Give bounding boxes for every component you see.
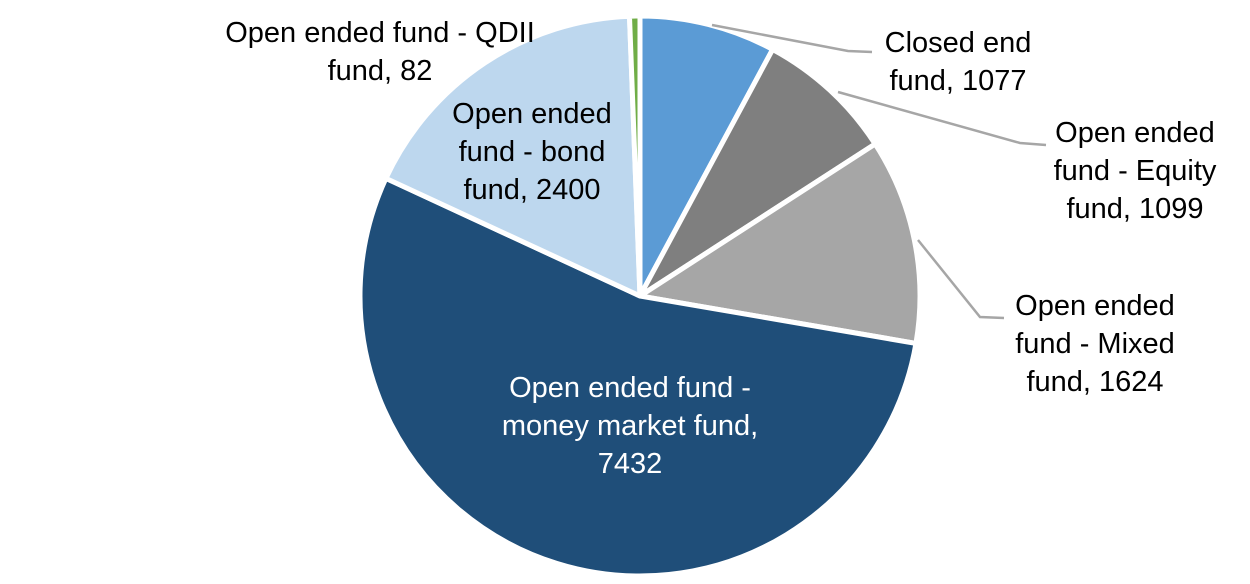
label-bond-fund: Open ended fund - bond fund, 2400 [452, 95, 612, 209]
pie-slice-open-ended-fund-mixed-fund [637, 141, 923, 346]
label-line: fund, 2400 [463, 174, 601, 206]
leader-line-closed-end-fund [711, 23, 873, 54]
label-equity-fund: Open ended fund - Equity fund, 1099 [1054, 114, 1217, 228]
label-line: fund - Mixed [1015, 328, 1175, 360]
label-line: Open ended [1015, 290, 1175, 322]
label-line: fund - bond [458, 136, 606, 168]
label-line: fund, 82 [327, 55, 433, 87]
pie-slice-open-ended-fund-money-market-fund [357, 175, 919, 579]
label-line: fund, 1099 [1066, 193, 1204, 225]
label-money-market-fund: Open ended fund - money market fund, 743… [502, 369, 758, 483]
leader-line-mixed-fund [917, 239, 1005, 320]
label-qdii-fund: Open ended fund - QDII fund, 82 [225, 14, 535, 90]
label-line: fund - Equity [1053, 155, 1217, 187]
label-line: Open ended fund - QDII [225, 17, 535, 49]
pie-slices-group [357, 13, 923, 579]
label-line: Open ended [1055, 117, 1215, 149]
pie-slice-closed-end-fund [637, 13, 776, 299]
leader-line-equity-fund [837, 90, 1047, 147]
label-line: fund, 1077 [889, 65, 1027, 97]
pie-slice-open-ended-fund-equity-fund [637, 46, 878, 299]
label-line: Open ended fund - [509, 372, 751, 404]
label-line: Open ended [452, 98, 612, 130]
label-line: 7432 [597, 448, 663, 480]
label-mixed-fund: Open ended fund - Mixed fund, 1624 [1015, 287, 1175, 401]
pie-slice-open-ended-fund-bond-fund [383, 13, 643, 299]
label-line: Closed end [884, 27, 1032, 59]
label-line: fund, 1624 [1026, 366, 1164, 398]
pie-slice-open-ended-fund-qdii-fund [626, 13, 643, 299]
label-closed-end-fund: Closed end fund, 1077 [885, 24, 1032, 100]
label-line: money market fund, [501, 410, 759, 442]
